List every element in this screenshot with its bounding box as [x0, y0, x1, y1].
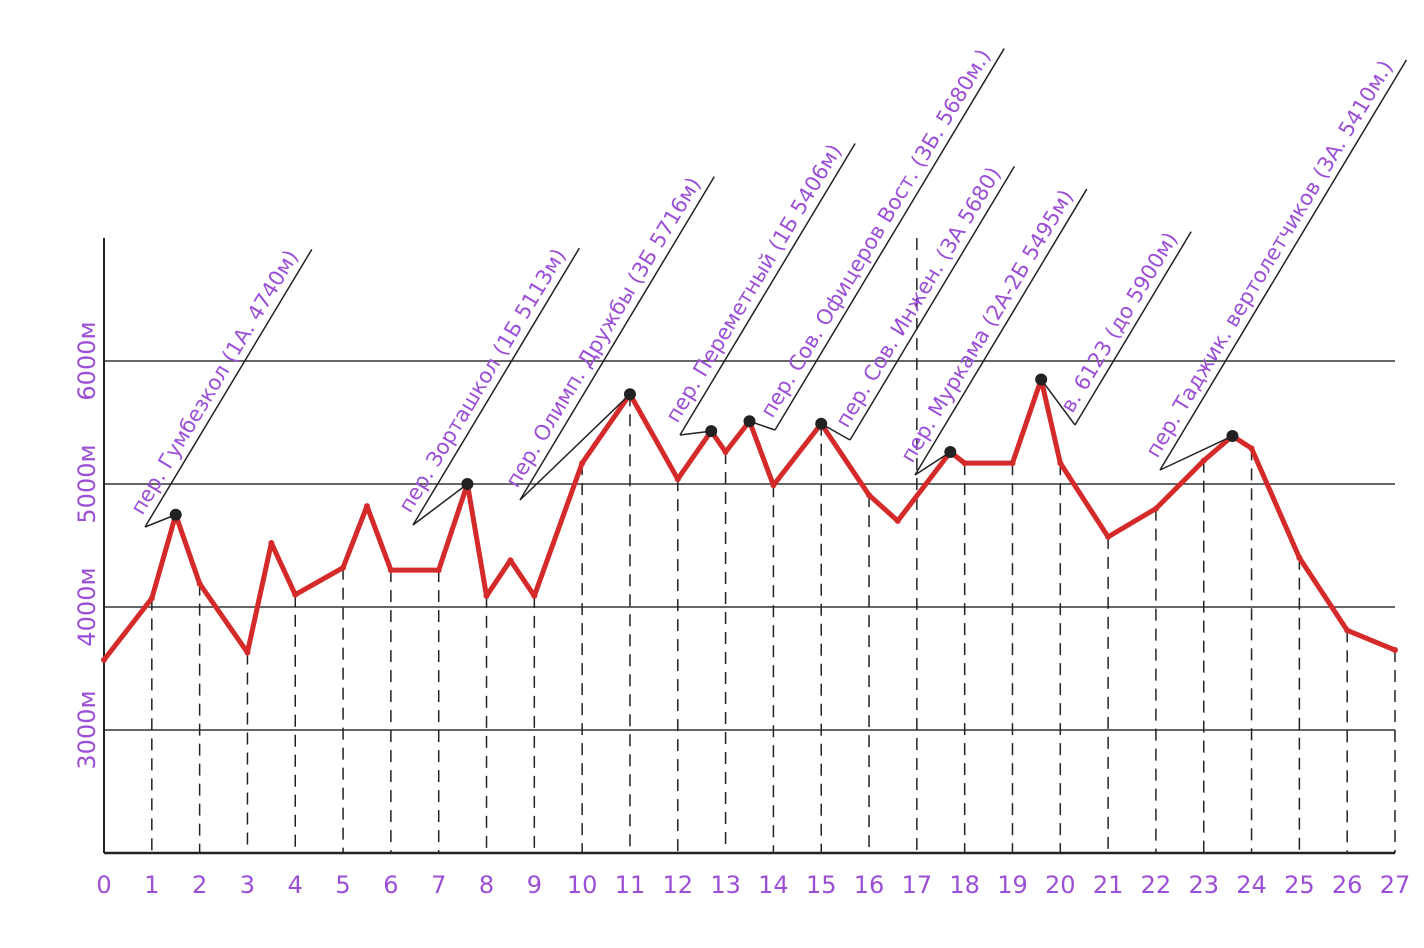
- annotation-line: [144, 249, 313, 528]
- point: [435, 567, 442, 574]
- annotation-line: [412, 247, 581, 526]
- x-tick-label: 2: [192, 871, 207, 899]
- x-tick-label: 26: [1332, 871, 1363, 899]
- x-tick-label: 16: [854, 871, 885, 899]
- x-tick-label: 1: [144, 871, 159, 899]
- y-tick-label: 4000м: [73, 567, 101, 646]
- annotation-text: пер. Гумбезкол (1А. 4740м): [126, 246, 303, 519]
- annotation-line: [774, 48, 1005, 431]
- x-tick-label: 11: [615, 871, 646, 899]
- y-tick-label: 3000м: [73, 690, 101, 769]
- point: [1057, 460, 1064, 467]
- point: [674, 476, 681, 483]
- point: [1392, 647, 1398, 654]
- x-tick-label: 25: [1284, 871, 1315, 899]
- x-tick-label: 17: [902, 871, 933, 899]
- point: [363, 503, 370, 510]
- leader-line: [914, 451, 951, 476]
- point: [866, 492, 873, 499]
- annotation: пер. Таджик. вертолетчиков (3А. 5410м.): [1141, 56, 1408, 471]
- point: [387, 567, 394, 574]
- annotation: пер. Муркама (2А-2Б 5495м): [896, 185, 1088, 476]
- x-tick-label: 7: [431, 871, 446, 899]
- x-tick-label: 18: [949, 871, 980, 899]
- x-tick-label: 13: [710, 871, 741, 899]
- point: [531, 592, 538, 599]
- point: [244, 649, 251, 656]
- annotation-text: в. 6123 (до 5900м): [1056, 228, 1182, 417]
- leader-line: [1159, 435, 1233, 471]
- x-tick-label: 0: [96, 871, 111, 899]
- point: [1296, 554, 1303, 561]
- x-tick-label: 21: [1093, 871, 1124, 899]
- point: [268, 540, 275, 547]
- annotation-line: [1074, 231, 1192, 426]
- point: [1248, 445, 1255, 452]
- annotation-text: пер. Олимп. Дружбы (3Б 5716м): [501, 173, 706, 492]
- point: [483, 592, 490, 599]
- point: [292, 591, 299, 598]
- leader-line: [519, 393, 631, 501]
- x-tick-label: 4: [288, 871, 303, 899]
- point: [722, 449, 729, 456]
- point: [1200, 457, 1207, 464]
- annotation-line: [1159, 59, 1408, 471]
- point: [1105, 533, 1112, 540]
- annotation: в. 6123 (до 5900м): [1056, 228, 1192, 426]
- point: [148, 595, 155, 602]
- x-tick-label: 19: [997, 871, 1028, 899]
- point: [507, 557, 514, 564]
- point: [196, 580, 203, 587]
- x-tick-label: 5: [335, 871, 350, 899]
- y-tick-label: 6000м: [73, 321, 101, 400]
- point: [894, 517, 901, 524]
- x-tick-label: 8: [479, 871, 494, 899]
- annotation: пер. Зорташкол (1Б 5113м): [394, 244, 581, 526]
- annotation-text: пер. Сов. Инжен. (3А 5680): [831, 163, 1006, 432]
- annotation-line: [679, 143, 856, 436]
- x-tick-label: 10: [567, 871, 598, 899]
- leader-line: [412, 483, 468, 526]
- leader-line: [144, 514, 177, 528]
- point: [340, 564, 347, 571]
- leader-line: [820, 423, 851, 441]
- annotation-line: [519, 176, 715, 501]
- point: [1009, 460, 1016, 467]
- x-tick-label: 27: [1380, 871, 1411, 899]
- point: [1344, 627, 1351, 634]
- annotation-line: [849, 166, 1016, 441]
- x-tick-label: 9: [527, 871, 542, 899]
- x-tick-label: 3: [240, 871, 255, 899]
- x-tick-label: 15: [806, 871, 837, 899]
- x-tick-label: 14: [758, 871, 789, 899]
- x-tick-label: 22: [1141, 871, 1172, 899]
- leader-line: [679, 430, 712, 436]
- point: [101, 656, 107, 663]
- leader-line: [749, 420, 776, 431]
- point: [1152, 505, 1159, 512]
- point: [770, 482, 777, 489]
- point: [579, 460, 586, 467]
- x-tick-label: 6: [383, 871, 398, 899]
- x-tick-label: 23: [1188, 871, 1219, 899]
- annotation-line: [914, 188, 1088, 476]
- x-tick-label: 24: [1236, 871, 1267, 899]
- y-tick-label: 5000м: [73, 444, 101, 523]
- x-tick-label: 20: [1045, 871, 1076, 899]
- profile-line: [102, 376, 1396, 662]
- point: [961, 460, 968, 467]
- leader-line: [1040, 379, 1076, 426]
- x-tick-label: 12: [663, 871, 694, 899]
- annotation-text: пер. Таджик. вертолетчиков (3А. 5410м.): [1141, 56, 1398, 461]
